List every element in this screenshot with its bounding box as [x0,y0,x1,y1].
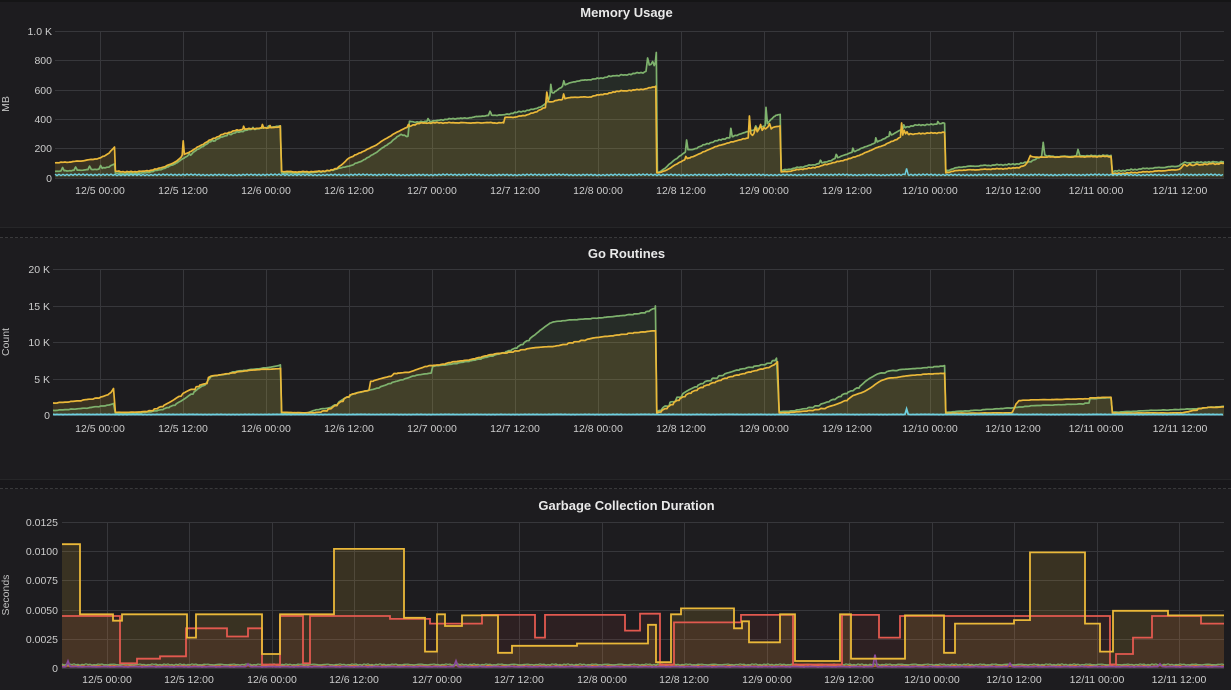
svg-text:12/5 00:00: 12/5 00:00 [75,423,125,435]
svg-text:12/8 12:00: 12/8 12:00 [656,423,706,435]
svg-text:12/10 00:00: 12/10 00:00 [904,674,960,686]
svg-text:12/10 12:00: 12/10 12:00 [986,674,1042,686]
svg-text:1.0 K: 1.0 K [27,26,52,38]
svg-text:12/6 12:00: 12/6 12:00 [329,674,379,686]
svg-text:20 K: 20 K [28,264,50,276]
svg-text:12/11 00:00: 12/11 00:00 [1069,423,1124,435]
svg-text:12/11 12:00: 12/11 12:00 [1152,674,1207,686]
svg-text:12/5 00:00: 12/5 00:00 [75,185,125,197]
svg-text:0: 0 [44,410,50,422]
svg-text:400: 400 [34,114,52,126]
svg-text:12/6 00:00: 12/6 00:00 [241,185,291,197]
svg-text:12/7 00:00: 12/7 00:00 [407,185,457,197]
svg-text:0.0125: 0.0125 [26,517,58,529]
svg-text:12/9 12:00: 12/9 12:00 [822,423,872,435]
svg-text:12/9 12:00: 12/9 12:00 [822,185,872,197]
svg-text:0: 0 [52,663,58,675]
svg-text:12/10 12:00: 12/10 12:00 [985,185,1041,197]
svg-text:12/8 00:00: 12/8 00:00 [573,423,623,435]
svg-text:12/8 12:00: 12/8 12:00 [659,674,709,686]
svg-text:12/10 12:00: 12/10 12:00 [985,423,1041,435]
svg-text:800: 800 [34,55,52,67]
svg-text:12/5 12:00: 12/5 12:00 [158,423,208,435]
svg-text:0: 0 [46,173,52,185]
svg-text:0.0100: 0.0100 [26,546,58,558]
svg-text:Seconds: Seconds [0,575,12,616]
svg-text:Count: Count [0,328,12,356]
svg-text:12/7 12:00: 12/7 12:00 [490,423,540,435]
svg-text:12/7 12:00: 12/7 12:00 [490,185,540,197]
svg-text:12/9 00:00: 12/9 00:00 [739,423,789,435]
svg-text:5 K: 5 K [34,374,50,386]
svg-text:12/8 00:00: 12/8 00:00 [573,185,623,197]
svg-text:12/11 00:00: 12/11 00:00 [1069,185,1124,197]
svg-text:0.0025: 0.0025 [26,634,58,646]
svg-text:12/8 12:00: 12/8 12:00 [656,185,706,197]
svg-text:12/6 12:00: 12/6 12:00 [324,185,374,197]
svg-text:12/10 00:00: 12/10 00:00 [902,423,958,435]
svg-text:12/6 00:00: 12/6 00:00 [241,423,291,435]
svg-text:12/11 12:00: 12/11 12:00 [1153,423,1208,435]
svg-text:200: 200 [34,143,52,155]
svg-text:12/5 00:00: 12/5 00:00 [82,674,132,686]
svg-text:12/7 00:00: 12/7 00:00 [412,674,462,686]
svg-text:12/11 00:00: 12/11 00:00 [1070,674,1125,686]
svg-text:12/5 12:00: 12/5 12:00 [158,185,208,197]
svg-text:12/6 00:00: 12/6 00:00 [247,674,297,686]
svg-text:12/10 00:00: 12/10 00:00 [902,185,958,197]
svg-text:12/6 12:00: 12/6 12:00 [324,423,374,435]
svg-text:12/9 00:00: 12/9 00:00 [742,674,792,686]
svg-text:15 K: 15 K [28,301,50,313]
svg-text:12/5 12:00: 12/5 12:00 [164,674,214,686]
svg-text:MB: MB [0,96,12,112]
svg-text:12/11 12:00: 12/11 12:00 [1153,185,1208,197]
svg-text:12/7 00:00: 12/7 00:00 [407,423,457,435]
svg-text:12/9 00:00: 12/9 00:00 [739,185,789,197]
svg-text:600: 600 [34,85,52,97]
svg-text:0.0075: 0.0075 [26,575,58,587]
svg-text:10 K: 10 K [28,337,50,349]
svg-text:0.0050: 0.0050 [26,605,58,617]
svg-text:12/7 12:00: 12/7 12:00 [494,674,544,686]
svg-text:12/8 00:00: 12/8 00:00 [577,674,627,686]
svg-text:12/9 12:00: 12/9 12:00 [824,674,874,686]
